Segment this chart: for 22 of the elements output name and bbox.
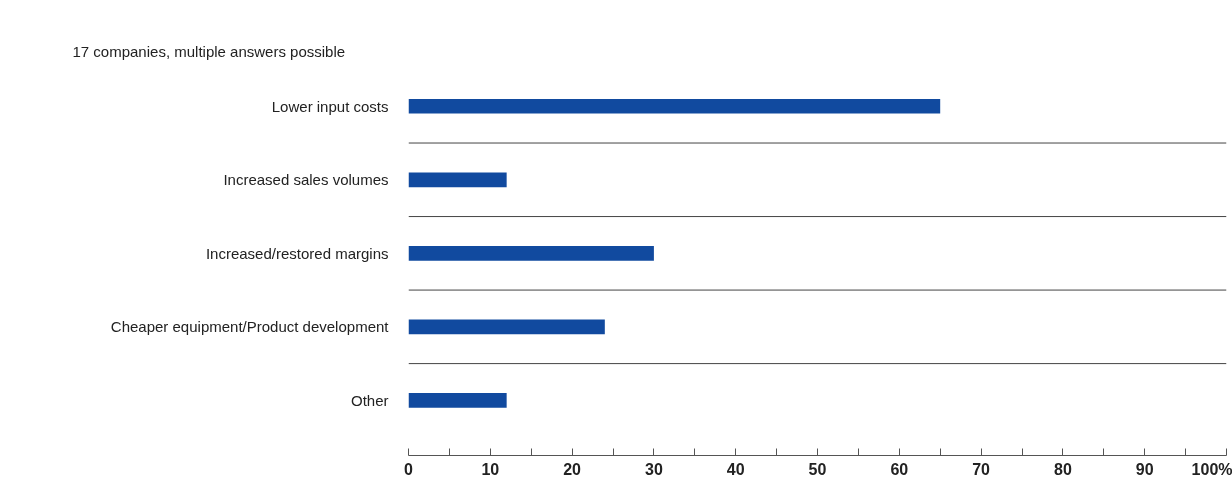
bar xyxy=(408,98,941,114)
y-tick-label: Increased sales volumes xyxy=(223,171,389,189)
x-tick-label: 20 xyxy=(563,460,582,478)
x-tick-label: 100% xyxy=(1191,460,1232,478)
bar xyxy=(408,319,605,335)
x-tick-label: 50 xyxy=(808,460,827,478)
x-tick-label: 40 xyxy=(726,460,745,478)
x-tick-label: 70 xyxy=(972,460,991,478)
x-tick-label: 0 xyxy=(404,460,414,478)
x-tick-label: 90 xyxy=(1135,460,1154,478)
bar xyxy=(408,245,654,261)
y-tick-label: Other xyxy=(350,391,389,409)
y-tick-label: Cheaper equipment/Product development xyxy=(110,318,390,336)
x-tick-label: 30 xyxy=(645,460,663,478)
y-tick-label: Lower input costs xyxy=(271,97,389,115)
x-tick-label: 80 xyxy=(1054,460,1072,478)
x-tick-label: 10 xyxy=(481,460,500,478)
x-tick-label: 60 xyxy=(890,460,909,478)
text: 17 companies, multiple answers possible xyxy=(72,42,346,60)
bar xyxy=(408,393,507,408)
y-tick-label: Increased/restored margins xyxy=(205,244,389,262)
bar xyxy=(408,172,507,188)
